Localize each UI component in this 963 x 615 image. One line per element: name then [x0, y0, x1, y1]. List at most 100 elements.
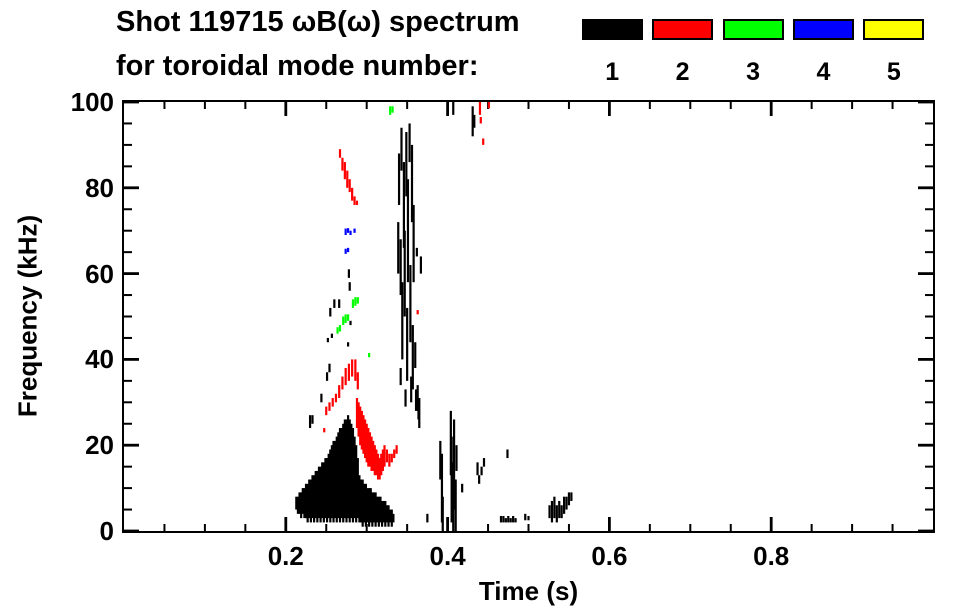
spectrum-mark — [309, 479, 312, 523]
spectrum-mark — [344, 228, 347, 235]
spectrum-mark — [392, 513, 395, 523]
spectrum-mark — [350, 423, 353, 519]
spectrum-mark — [378, 458, 381, 480]
spectrum-mark — [333, 299, 336, 308]
spectrum-mark — [414, 389, 418, 411]
spectrum-mark — [390, 509, 393, 527]
spectrum-mark — [324, 458, 327, 519]
spectrum-mark — [506, 449, 509, 459]
spectrum-mark — [343, 419, 346, 519]
spectrum-mark — [365, 423, 368, 463]
spectrum-mark — [366, 488, 369, 523]
y-tick-label: 80 — [85, 172, 114, 203]
spectrum-mark — [410, 144, 414, 223]
spectrum-mark — [399, 367, 402, 386]
spectrum-mark — [353, 436, 356, 519]
spectrum-mark — [296, 496, 300, 514]
spectrum-mark — [349, 230, 352, 235]
y-axis-title: Frequency (kHz) — [12, 214, 43, 418]
spectrum-mark — [346, 342, 350, 347]
spectrum-mark — [454, 479, 457, 531]
spectrum-mark — [385, 449, 389, 463]
spectrum-mark — [340, 428, 343, 519]
spectrum-mark — [334, 440, 337, 519]
chart-title: Shot 119715 ωB(ω) spectrum — [116, 6, 520, 38]
spectrum-mark — [389, 509, 392, 523]
spectrum-mark — [370, 436, 373, 471]
spectrum-mark — [567, 492, 571, 506]
spectrum-mark — [330, 333, 334, 338]
spectrum-mark — [351, 359, 354, 377]
spectrum-mark — [359, 406, 362, 446]
y-tick-label: 100 — [70, 87, 114, 117]
y-tick-label: 0 — [99, 516, 114, 546]
legend-entry-2: 2 — [647, 19, 717, 85]
spectrum-mark — [308, 415, 312, 429]
spectrum-mark — [345, 419, 348, 523]
spectrum-mark — [417, 402, 420, 420]
spectrum-mark — [356, 458, 359, 519]
spectrum-mark — [342, 423, 345, 523]
spectrum-mark — [304, 483, 308, 519]
spectrum-mark — [330, 445, 334, 519]
spectrum-mark — [311, 415, 314, 424]
spectrum-mark — [408, 123, 411, 163]
spectrum-mark — [391, 106, 394, 113]
spectrum-mark — [411, 325, 414, 390]
spectrum-mark — [346, 247, 350, 253]
spectrum-mark — [346, 314, 350, 321]
x-axis-title: Time (s) — [478, 576, 579, 606]
spectrum-mark — [329, 307, 332, 317]
spectrum-mark — [426, 513, 429, 523]
spectrum-mark — [326, 337, 329, 343]
spectrum-mark — [553, 496, 556, 519]
spectrum-mark — [363, 419, 367, 459]
spectrum-mark — [414, 342, 417, 368]
spectrum-mark — [295, 496, 298, 510]
spectrum-mark — [334, 393, 338, 403]
spectrum-mark — [372, 492, 376, 523]
spectrum-mark — [346, 415, 350, 519]
spectrum-mark — [382, 500, 385, 523]
spectrum-mark — [368, 352, 371, 358]
spectrum-mark — [416, 310, 419, 315]
spectrum-mark — [406, 307, 409, 381]
spectrum-mark — [354, 297, 357, 306]
spectrum-mark — [351, 299, 355, 308]
spectrum-mark — [371, 492, 374, 527]
spectrum-mark — [509, 518, 512, 523]
spectrum-mark — [338, 385, 341, 399]
spectrum-mark — [341, 376, 344, 390]
spectrum-mark — [308, 479, 311, 519]
plot-area — [122, 100, 935, 533]
spectrum-mark — [341, 157, 344, 171]
spectrum-mark — [314, 470, 317, 519]
y-tick-label: 20 — [85, 430, 114, 461]
spectrum-mark — [399, 239, 402, 296]
spectrum-mark — [479, 117, 482, 124]
spectrum-mark — [504, 518, 507, 523]
spectrum-mark — [550, 500, 554, 523]
spectrum-mark — [316, 470, 319, 523]
spectrum-mark — [319, 466, 322, 523]
spectrum-mark — [512, 515, 515, 523]
spectrum-mark — [354, 359, 357, 381]
spectrum-mark — [328, 402, 331, 411]
spectrum-mark — [344, 314, 347, 323]
spectrum-mark — [461, 483, 464, 493]
spectrum-mark — [362, 415, 365, 454]
spectrum-mark — [320, 393, 323, 403]
y-tick-label: 40 — [85, 344, 114, 375]
spectrum-mark — [338, 299, 341, 308]
spectrum-mark — [478, 102, 482, 115]
spectrum-mark — [558, 500, 561, 519]
legend-swatch-2 — [652, 19, 714, 40]
x-tick-label: 0.4 — [429, 541, 466, 571]
spectrum-mark — [482, 138, 485, 145]
legend-entry-3: 3 — [718, 19, 788, 85]
spectrum-mark — [388, 453, 391, 467]
spectrum-mark — [346, 228, 350, 233]
spectrum-mark — [325, 372, 329, 381]
spectrum-mark — [335, 436, 338, 523]
